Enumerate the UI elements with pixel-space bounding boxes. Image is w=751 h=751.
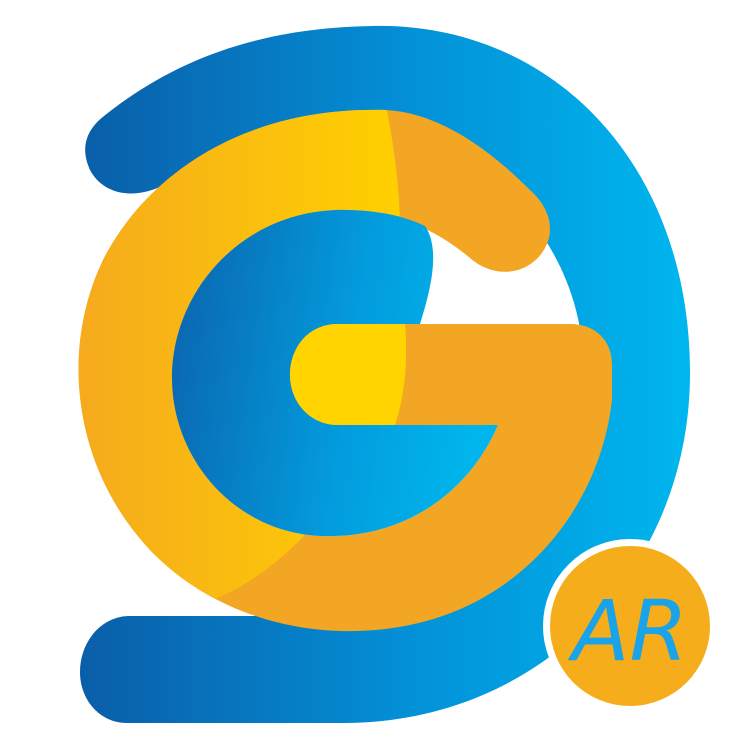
ar-badge: AR <box>543 539 717 713</box>
ar-badge-text: AR <box>567 582 688 680</box>
ar-badge-circle <box>550 546 710 706</box>
g-inner-blue <box>172 209 498 537</box>
